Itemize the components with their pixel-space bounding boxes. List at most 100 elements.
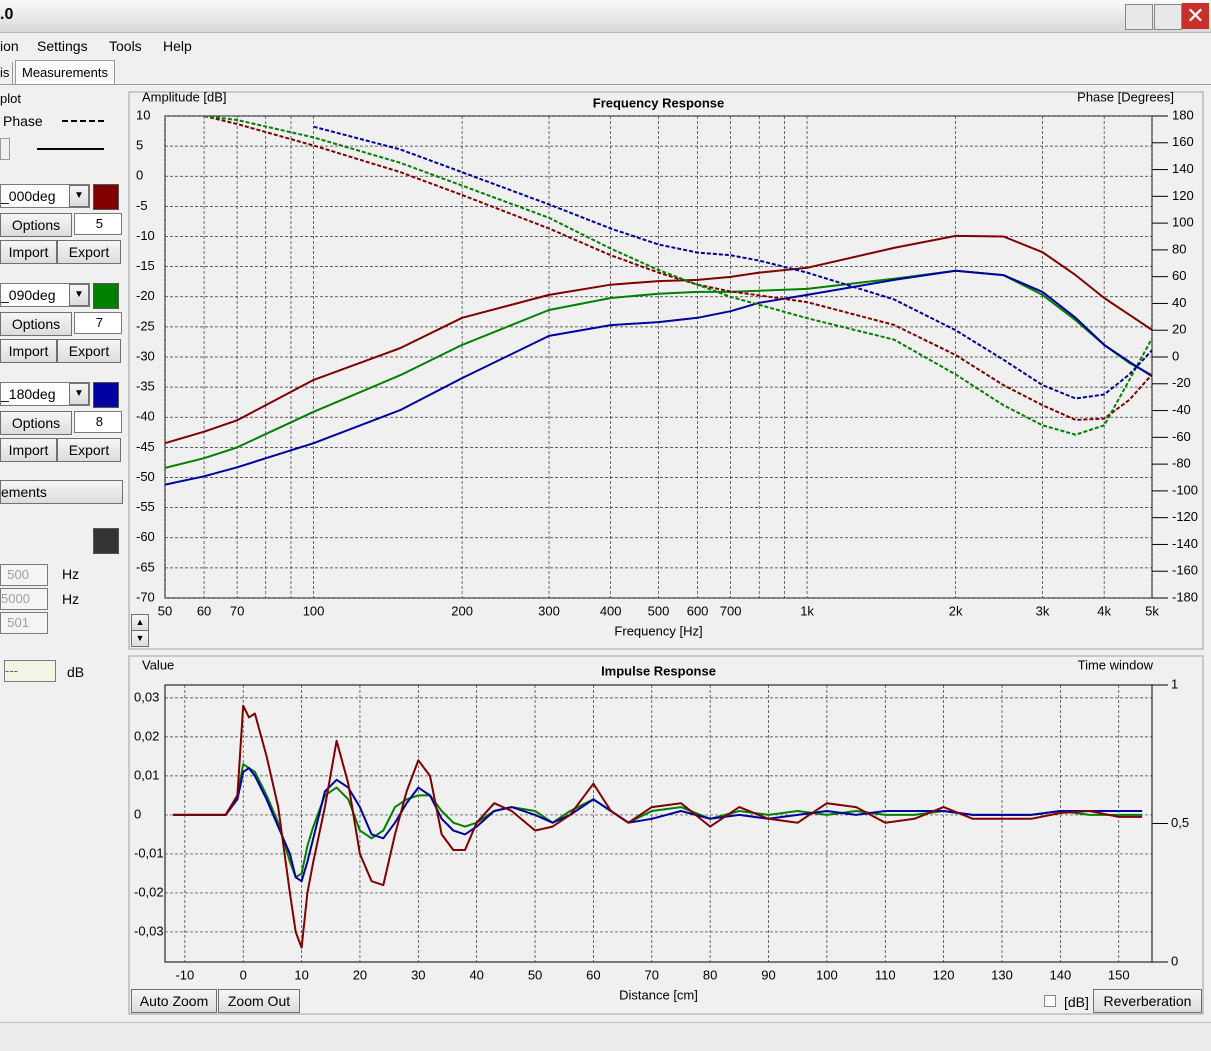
x-tick-label: 600 [687,603,709,618]
maximize-button[interactable] [1154,4,1182,30]
plot-area [164,684,1153,963]
x-tick-label: 110 [875,967,896,982]
window-title: .0 [0,6,14,23]
y2-axis-label: Phase [Degrees] [1077,89,1174,104]
y-tick-label: -0,03 [134,923,164,938]
y-axis-label: Amplitude [dB] [142,89,227,104]
y2-tick-label: 20 [1172,322,1186,337]
x-tick-label: -10 [175,967,194,982]
unit: Hz [62,566,80,582]
menu-item[interactable]: Settings [37,38,88,54]
measurement-color[interactable] [93,184,119,210]
status-bar [0,1022,1211,1051]
y2-tick-label: 1 [1171,676,1178,691]
smoothing-input[interactable]: 8 [74,411,122,433]
y-tick-label: -10 [136,228,155,243]
x-tick-label: 150 [1108,967,1130,982]
y2-tick-label: 40 [1172,295,1186,310]
y2-tick-label: -40 [1172,402,1191,417]
tab-line [0,84,1211,85]
import-button[interactable]: Import [0,339,57,363]
export-button[interactable]: Export [57,339,121,363]
x-tick-label: 70 [645,967,659,982]
y2-tick-label: -100 [1172,482,1198,497]
x-tick-label: 2k [949,603,963,618]
y2-tick-label: -180 [1172,589,1198,604]
menu-item[interactable]: ion [0,38,19,54]
y-axis-label: Value [142,657,174,672]
y2-tick-label: 0 [1172,348,1179,363]
x-tick-label: 70 [230,603,244,618]
phase-line-sample [62,120,104,122]
y-tick-label: -0,02 [134,884,164,899]
high-input: 5000 [0,588,48,610]
menu-item[interactable]: Help [163,38,192,54]
options-button[interactable]: Options [0,411,72,435]
title-bar [0,0,1211,33]
tab-active[interactable]: Measurements [15,60,115,85]
export-button[interactable]: Export [57,438,121,462]
y2-tick-label: -60 [1172,429,1191,444]
x-tick-label: 30 [411,967,425,982]
y2-tick-label: 140 [1172,161,1194,176]
series-line [165,269,1152,486]
x-tick-label: 130 [991,967,1013,982]
measurement-color[interactable] [93,382,119,408]
y-tick-label: 0 [134,806,141,821]
tab[interactable]: is [0,62,14,84]
filter-color[interactable] [93,528,119,554]
y2-tick-label: 100 [1172,215,1194,230]
import-button[interactable]: Import [0,240,57,264]
checkbox[interactable] [0,138,10,160]
x-tick-label: 90 [761,967,775,982]
x-tick-label: 60 [586,967,600,982]
dropdown-arrow[interactable]: ▼ [69,284,89,306]
db-checkbox[interactable] [1044,995,1056,1007]
close-button[interactable]: ✕ [1182,3,1209,29]
reverberation-button[interactable]: Reverberation [1093,989,1202,1013]
minimize-button[interactable] [1125,4,1153,30]
x-tick-label: 50 [528,967,542,982]
y2-tick-label: 180 [1172,107,1194,122]
all-measurements-button[interactable]: ements [0,480,123,504]
dropdown-arrow[interactable]: ▼ [69,383,89,405]
y-tick-label: 5 [136,138,143,153]
zoom-out-button[interactable]: Zoom Out [218,989,300,1013]
y-tick-label: -50 [136,469,155,484]
import-button[interactable]: Import [0,438,57,462]
low-input: 500 [0,564,48,586]
x-tick-label: 300 [538,603,560,618]
level-input[interactable]: --- [4,660,56,682]
y-tick-label: -40 [136,409,155,424]
y-tick-label: -5 [136,198,148,213]
dropdown-arrow[interactable]: ▼ [69,185,89,207]
scroll-down[interactable]: ▼ [131,630,149,647]
y2-tick-label: -160 [1172,563,1198,578]
measurement-color[interactable] [93,283,119,309]
x-tick-label: 20 [353,967,367,982]
y-tick-label: 0,03 [134,689,159,704]
series-line [203,116,1152,436]
x-tick-label: 10 [294,967,308,982]
smoothing-input[interactable]: 7 [74,312,122,334]
x-tick-label: 4k [1097,603,1111,618]
y2-tick-label: -20 [1172,375,1191,390]
smoothing-input[interactable]: 5 [74,213,122,235]
y2-tick-label: -80 [1172,456,1191,471]
menu-item[interactable]: Tools [109,38,142,54]
options-button[interactable]: Options [0,312,72,336]
x-tick-label: 700 [720,603,742,618]
y2-axis-label: Time window [1078,657,1154,672]
x-tick-label: 140 [1050,967,1072,982]
y-tick-label: 0,02 [134,728,159,743]
export-button[interactable]: Export [57,240,121,264]
phase-label: Phase [3,113,43,129]
auto-zoom-button[interactable]: Auto Zoom [131,989,217,1013]
options-button[interactable]: Options [0,213,72,237]
scroll-up[interactable]: ▲ [131,614,149,631]
y-tick-label: -70 [136,589,155,604]
y-tick-label: -55 [136,499,155,514]
amplitude-line-sample [37,148,104,150]
y-tick-label: -45 [136,439,155,454]
